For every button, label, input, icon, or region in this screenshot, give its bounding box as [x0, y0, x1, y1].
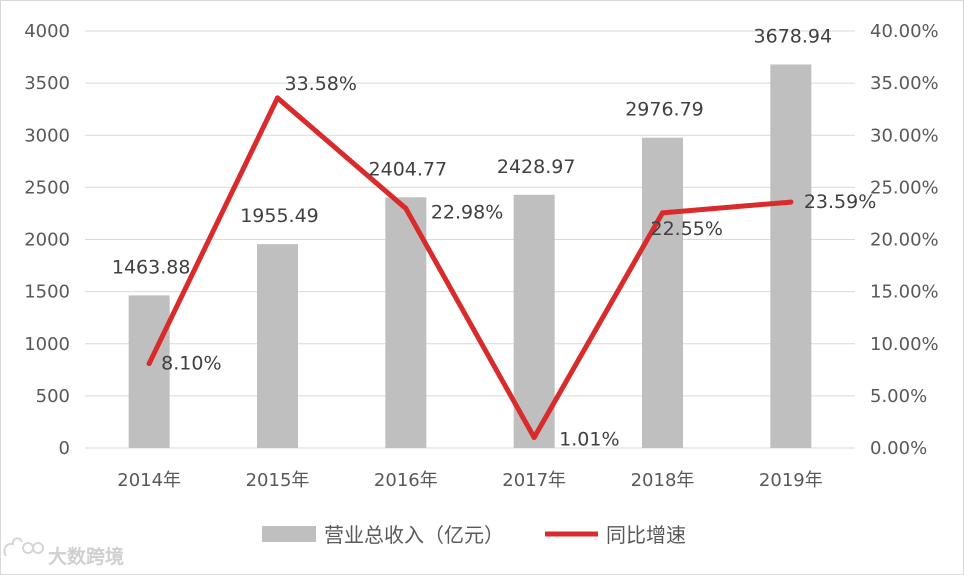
bar — [642, 137, 683, 448]
y-right-tick-label: 40.00% — [870, 21, 939, 42]
y-right-tick-label: 15.00% — [870, 282, 939, 303]
line-point — [660, 210, 665, 216]
bar — [128, 295, 170, 448]
line-point — [403, 205, 409, 211]
legend-line-label: 同比增速 — [606, 523, 686, 547]
legend-bar-label: 营业总收入（亿元） — [324, 523, 504, 547]
bar — [385, 197, 427, 448]
line-data-label: 33.58% — [285, 73, 357, 95]
line-point — [275, 95, 280, 101]
line-data-label: 8.10% — [161, 353, 221, 375]
y-left-tick-label: 2500 — [24, 177, 70, 198]
line-point — [531, 434, 537, 440]
bar-data-label: 2428.97 — [497, 156, 576, 178]
y-right-tick-label: 20.00% — [870, 230, 939, 251]
bar-data-label: 3678.94 — [754, 25, 833, 47]
line-point — [788, 199, 794, 205]
y-left-tick-label: 3000 — [24, 125, 70, 146]
axis-ticks: 0 500 1000 1500 2000 2500 3000 3500 4000 0.00% 5.0… — [24, 21, 938, 491]
y-left-tick-label: 1500 — [24, 282, 70, 303]
gridlines — [85, 30, 855, 449]
y-right-tick-label: 25.00% — [870, 177, 939, 198]
x-tick-label: 2016年 — [374, 470, 438, 491]
y-left-tick-label: 500 — [36, 386, 70, 407]
bar-data-label: 2404.77 — [369, 158, 448, 180]
bar-series — [128, 64, 812, 448]
watermark: 大数跨境 — [3, 537, 124, 568]
bar-data-label: 1955.49 — [240, 205, 319, 227]
legend-bar-swatch — [262, 526, 316, 542]
bar — [257, 244, 298, 448]
y-left-tick-label: 2000 — [24, 230, 70, 251]
bar-data-label: 1463.88 — [112, 256, 191, 278]
legend: 营业总收入（亿元） 同比增速 — [262, 523, 686, 547]
growth-line — [146, 95, 794, 440]
y-left-tick-label: 1000 — [24, 334, 70, 355]
y-right-tick-label: 10.00% — [870, 334, 939, 355]
y-left-tick-label: 4000 — [24, 21, 70, 42]
bar-data-label: 2976.79 — [625, 99, 704, 121]
x-tick-label: 2018年 — [631, 470, 695, 491]
line-data-label: 23.59% — [804, 191, 876, 213]
x-tick-label: 2014年 — [117, 470, 181, 491]
bar — [770, 64, 812, 448]
y-left-tick-label: 3500 — [24, 73, 70, 94]
y-right-tick-label: 30.00% — [870, 125, 939, 146]
watermark-text: 大数跨境 — [48, 545, 124, 568]
y-left-tick-label: 0 — [59, 438, 70, 459]
line-data-label: 22.98% — [431, 201, 503, 223]
data-labels: 1463.88 1955.49 2404.77 2428.97 2976.79 3678.… — [112, 25, 876, 450]
y-right-tick-label: 0.00% — [870, 438, 927, 459]
y-right-tick-label: 35.00% — [870, 73, 939, 94]
x-tick-label: 2017年 — [502, 470, 566, 491]
line-data-label: 22.55% — [651, 218, 723, 240]
line-data-label: 1.01% — [559, 428, 619, 450]
bar — [513, 194, 555, 448]
y-right-tick-label: 5.00% — [870, 386, 927, 407]
line-series — [146, 95, 794, 440]
x-tick-label: 2015年 — [246, 470, 310, 491]
watermark-logo-icon — [3, 537, 44, 557]
line-point — [146, 361, 152, 367]
x-tick-label: 2019年 — [759, 470, 823, 491]
